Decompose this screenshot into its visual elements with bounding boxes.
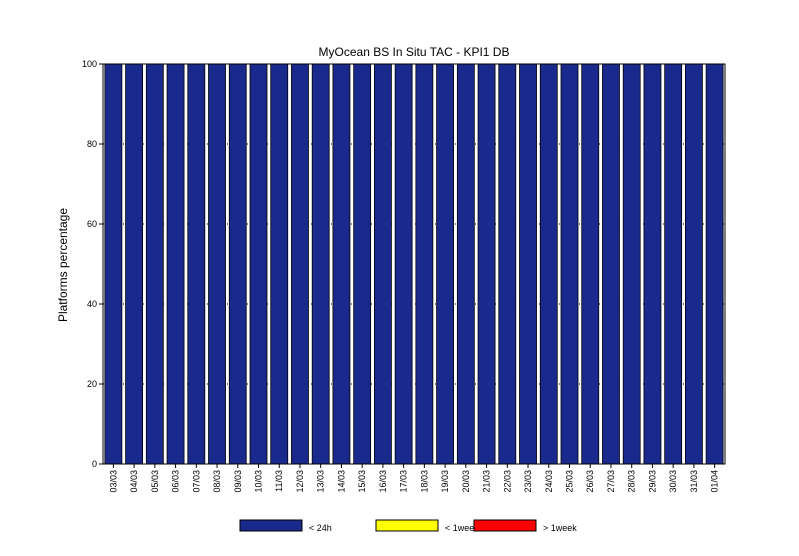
- bar: [622, 63, 641, 465]
- bar: [643, 63, 662, 465]
- x-tick-label: 24/03: [544, 470, 554, 493]
- x-tick-label: 18/03: [419, 470, 429, 493]
- x-tick-label: 05/03: [150, 470, 160, 493]
- bar: [145, 63, 164, 465]
- x-tick-label: 04/03: [129, 470, 139, 493]
- bar: [125, 63, 144, 465]
- bar: [539, 63, 558, 465]
- x-tick-label: 23/03: [523, 470, 533, 493]
- bar: [394, 63, 413, 465]
- y-axis-label: Platforms percentage: [56, 208, 70, 322]
- bar: [270, 63, 289, 465]
- bar: [664, 63, 683, 465]
- bar: [249, 63, 268, 465]
- x-tick-label: 31/03: [689, 470, 699, 493]
- x-tick-label: 12/03: [295, 470, 305, 493]
- x-tick-label: 10/03: [254, 470, 264, 493]
- y-tick-label: 80: [87, 139, 97, 149]
- bar: [208, 63, 226, 465]
- x-tick-label: 30/03: [668, 470, 678, 493]
- x-tick-label: 28/03: [627, 470, 637, 493]
- x-tick-label: 17/03: [399, 470, 409, 493]
- x-tick-label: 03/03: [108, 470, 118, 493]
- bar: [436, 63, 455, 465]
- x-tick-label: 08/03: [212, 470, 222, 493]
- x-tick-label: 21/03: [482, 470, 492, 493]
- bar: [705, 63, 724, 465]
- x-tick-label: 07/03: [191, 470, 201, 493]
- y-tick-label: 40: [87, 299, 97, 309]
- legend-label: > 1week: [543, 523, 577, 533]
- legend-label: < 1week: [445, 523, 479, 533]
- bar: [684, 63, 703, 465]
- legend: < 24h < 1week > 1week: [239, 519, 577, 533]
- bar: [581, 63, 600, 465]
- bar: [519, 63, 537, 465]
- bar: [477, 63, 496, 465]
- bar: [373, 63, 392, 465]
- plot-frame: [102, 63, 726, 465]
- legend-swatch: [375, 519, 439, 532]
- y-tick-label: 0: [92, 459, 97, 469]
- bar: [187, 63, 206, 465]
- bar: [291, 63, 309, 465]
- bar: [456, 63, 475, 465]
- plot-area: [103, 64, 725, 464]
- x-tick-label: 15/03: [357, 470, 367, 493]
- bar: [415, 63, 434, 465]
- bar: [228, 63, 247, 465]
- y-ticks: 0 20 40 60 80 100: [82, 59, 103, 469]
- y-tick-label: 60: [87, 219, 97, 229]
- x-tick-label: 26/03: [585, 470, 595, 493]
- bar: [332, 63, 351, 465]
- x-tick-label: 22/03: [502, 470, 512, 493]
- x-tick-label: 19/03: [440, 470, 450, 493]
- x-tick-label: 01/04: [710, 470, 720, 493]
- bar: [311, 63, 330, 465]
- legend-swatch: [239, 519, 303, 532]
- x-tick-label: 29/03: [647, 470, 657, 493]
- bar: [353, 63, 372, 465]
- x-ticks: 03/03 04/03 05/03 06/03 07/03 08/03 09/03 10/03…: [108, 464, 720, 493]
- x-tick-label: 13/03: [316, 470, 326, 493]
- y-tick-label: 100: [82, 59, 97, 69]
- x-tick-label: 11/03: [274, 470, 284, 492]
- y-tick-label: 20: [87, 379, 97, 389]
- legend-swatch: [473, 519, 537, 532]
- x-tick-label: 14/03: [336, 470, 346, 493]
- chart-title: MyOcean BS In Situ TAC - KPI1 DB: [319, 45, 510, 59]
- bar: [602, 63, 620, 465]
- bar: [104, 63, 123, 465]
- legend-label: < 24h: [309, 523, 332, 533]
- bar: [560, 63, 579, 465]
- bar: [498, 63, 517, 465]
- axes: [102, 63, 726, 465]
- bars: [104, 63, 724, 465]
- x-tick-label: 06/03: [171, 470, 181, 493]
- x-tick-label: 27/03: [606, 470, 616, 493]
- x-tick-label: 20/03: [461, 470, 471, 493]
- x-tick-label: 09/03: [233, 470, 243, 493]
- x-tick-label: 16/03: [378, 470, 388, 493]
- bar: [166, 63, 185, 465]
- gridlines: [103, 64, 725, 464]
- x-tick-label: 25/03: [565, 470, 575, 493]
